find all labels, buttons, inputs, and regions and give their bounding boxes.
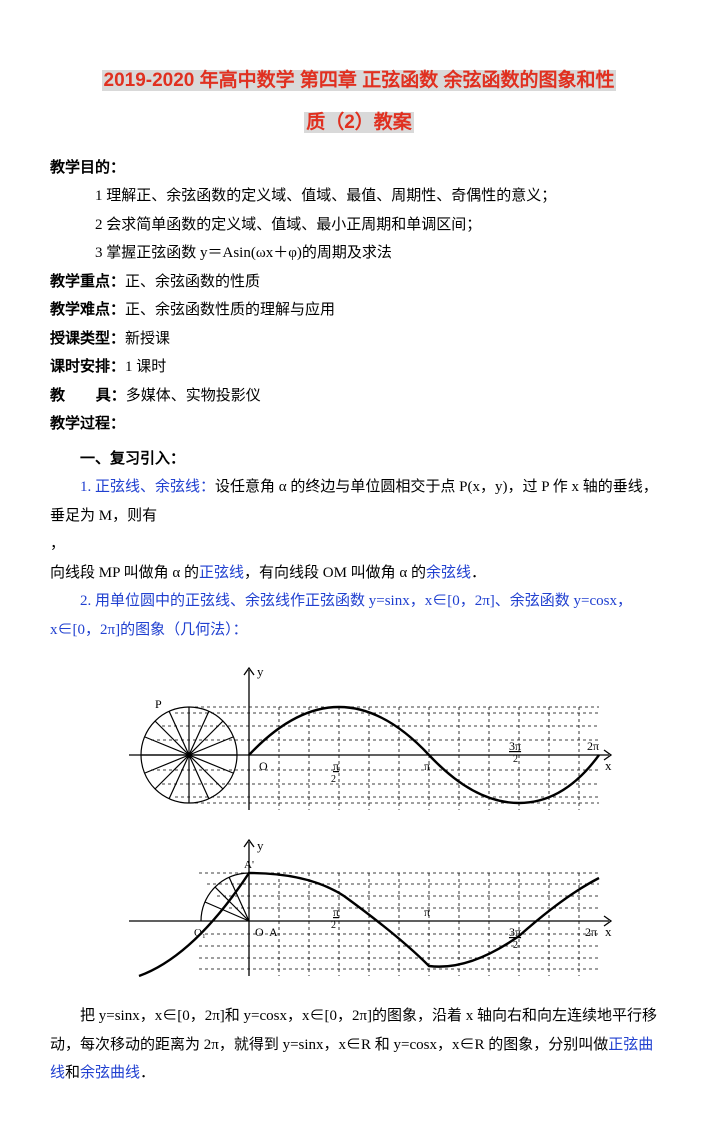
svg-text:x: x (605, 758, 612, 773)
svg-text:P: P (155, 697, 162, 711)
cosine-figure: y x A' O₁ O A π 2 π (99, 836, 619, 986)
type-text: 新授课 (125, 331, 170, 347)
title-line-1: 2019-2020 年高中数学 第四章 正弦函数 余弦函数的图象和性 (102, 70, 617, 91)
time-text: 1 课时 (125, 359, 166, 375)
goal-item-2: 2 会求简单函数的定义域、值域、最小正周期和单调区间； (50, 211, 668, 240)
para-3: 把 y=sinx，x∈[0，2π]和 y=cosx，x∈[0，2π]的图象，沿着… (50, 1002, 668, 1088)
process-label: 教学过程： (50, 415, 125, 432)
teaching-point: 教学重点：正、余弦函数的性质 (50, 268, 668, 297)
svg-text:y: y (257, 664, 264, 679)
section-1-head: 一、复习引入： (50, 445, 668, 474)
p3-a: 把 y=sinx，x∈[0，2π]和 y=cosx，x∈[0，2π]的图象，沿着… (50, 1008, 657, 1053)
svg-text:3π: 3π (509, 925, 521, 939)
p3-e: ． (140, 1065, 155, 1081)
p1c-d: 余弦线 (426, 565, 471, 581)
teaching-goal: 教学目的： (50, 154, 668, 183)
dangling-comma: ， (50, 530, 668, 559)
difficult-text: 正、余弦函数性质的理解与应用 (125, 302, 335, 318)
svg-text:A: A (269, 925, 278, 939)
para-1: 1. 正弦线、余弦线：设任意角 α 的终边与单位圆相交于点 P(x，y)，过 P… (50, 473, 668, 530)
goal-label: 教学目的： (50, 159, 125, 176)
svg-text:π: π (424, 759, 430, 773)
tool-label-a: 教 (50, 387, 96, 404)
para-2: 2. 用单位圆中的正弦线、余弦线作正弦函数 y=sinx，x∈[0，2π]、余弦… (50, 587, 668, 644)
svg-text:2π: 2π (585, 925, 597, 939)
p1c-e: ． (471, 565, 486, 581)
teaching-tool: 教具：多媒体、实物投影仪 (50, 382, 668, 411)
svg-text:2: 2 (331, 774, 336, 785)
document-title: 2019-2020 年高中数学 第四章 正弦函数 余弦函数的图象和性 质（2）教… (50, 60, 668, 144)
tool-label-b: 具： (96, 387, 126, 404)
time-label: 课时安排： (50, 358, 125, 375)
svg-text:2: 2 (331, 920, 336, 931)
p3-d: 余弦曲线 (80, 1065, 140, 1081)
p1c-a: 向线段 MP 叫做角 α 的 (50, 565, 199, 581)
goal-item-1: 1 理解正、余弦函数的定义域、值域、最值、周期性、奇偶性的意义； (50, 182, 668, 211)
svg-text:x: x (605, 924, 612, 939)
svg-text:3π: 3π (509, 739, 521, 753)
svg-text:y: y (257, 838, 264, 853)
tool-text: 多媒体、实物投影仪 (126, 388, 261, 404)
teaching-time: 课时安排：1 课时 (50, 353, 668, 382)
para-1-lead: 1. 正弦线、余弦线： (80, 479, 215, 495)
svg-text:π: π (333, 905, 339, 919)
point-label: 教学重点： (50, 273, 125, 290)
teaching-type: 授课类型：新授课 (50, 325, 668, 354)
p3-c: 和 (65, 1065, 80, 1081)
difficult-label: 教学难点： (50, 301, 125, 318)
p1c-c: ，有向线段 OM 叫做角 α 的 (244, 565, 426, 581)
svg-text:2: 2 (513, 754, 518, 765)
para-1c: 向线段 MP 叫做角 α 的正弦线，有向线段 OM 叫做角 α 的余弦线． (50, 559, 668, 588)
svg-text:O: O (259, 759, 268, 773)
svg-text:π: π (333, 759, 339, 773)
svg-text:A': A' (244, 859, 254, 871)
sine-figure: y x P O π (99, 660, 619, 820)
goal-item-3: 3 掌握正弦函数 y＝Asin(ωx＋φ)的周期及求法 (50, 239, 668, 268)
type-label: 授课类型： (50, 330, 125, 347)
svg-text:2π: 2π (587, 739, 599, 753)
title-line-2: 质（2）教案 (304, 112, 414, 133)
svg-text:2: 2 (513, 940, 518, 951)
point-text: 正、余弦函数的性质 (125, 274, 260, 290)
teaching-difficult: 教学难点：正、余弦函数性质的理解与应用 (50, 296, 668, 325)
teaching-process: 教学过程： (50, 410, 668, 439)
p1c-b: 正弦线 (199, 565, 244, 581)
svg-text:π: π (424, 905, 430, 919)
svg-text:O: O (255, 925, 264, 939)
